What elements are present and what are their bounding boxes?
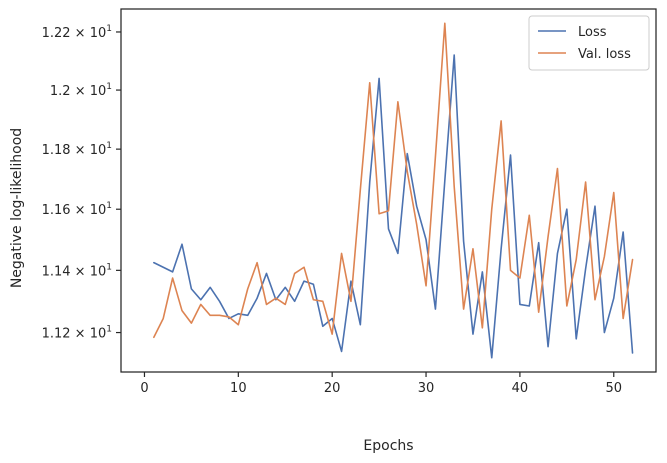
x-tick-label: 20 — [324, 381, 341, 396]
y-tick-label-base: 1.12 × 10 — [42, 327, 107, 342]
y-tick-label-base: 1.22 × 10 — [42, 26, 107, 41]
x-tick-label: 30 — [418, 381, 435, 396]
legend: Loss Val. loss — [528, 15, 650, 71]
y-axis-label: Negative log-likelihood — [9, 128, 25, 288]
y-tick-label-exponent: 1 — [106, 325, 112, 335]
y-tick-label: 1.12 × 101 — [42, 325, 112, 342]
y-tick-label: 1.22 × 101 — [42, 24, 112, 41]
x-tick-label: 0 — [140, 381, 148, 396]
y-tick-label-base: 1.16 × 10 — [42, 203, 107, 218]
y-tick-label: 1.16 × 101 — [42, 201, 112, 218]
x-tick-label: 40 — [512, 381, 529, 396]
y-tick-label: 1.2 × 101 — [50, 82, 112, 99]
legend-label-2: Val. loss — [578, 47, 631, 62]
x-axis-label: Epochs — [363, 438, 413, 454]
legend-box — [528, 15, 650, 71]
y-tick-label: 1.14 × 101 — [42, 262, 112, 279]
legend-label-1: Loss — [578, 25, 607, 40]
x-tick-label: 50 — [605, 381, 622, 396]
y-tick-label-base: 1.2 × 10 — [50, 84, 106, 99]
x-axis: 0 10 20 30 40 50 — [140, 372, 622, 396]
y-tick-label-base: 1.18 × 10 — [42, 143, 107, 158]
y-tick-label: 1.18 × 101 — [42, 141, 112, 158]
plot-area — [153, 22, 634, 359]
y-tick-label-exponent: 1 — [106, 201, 112, 211]
axes-frame — [120, 8, 657, 373]
x-tick-label: 10 — [230, 381, 247, 396]
y-tick-label-exponent: 1 — [106, 82, 112, 92]
y-tick-label-base: 1.14 × 10 — [42, 264, 107, 279]
series-line-1 — [153, 54, 634, 359]
y-tick-label-exponent: 1 — [106, 24, 112, 34]
series-line-2 — [153, 22, 634, 339]
y-tick-label-exponent: 1 — [106, 262, 112, 272]
y-tick-label-exponent: 1 — [106, 141, 112, 151]
